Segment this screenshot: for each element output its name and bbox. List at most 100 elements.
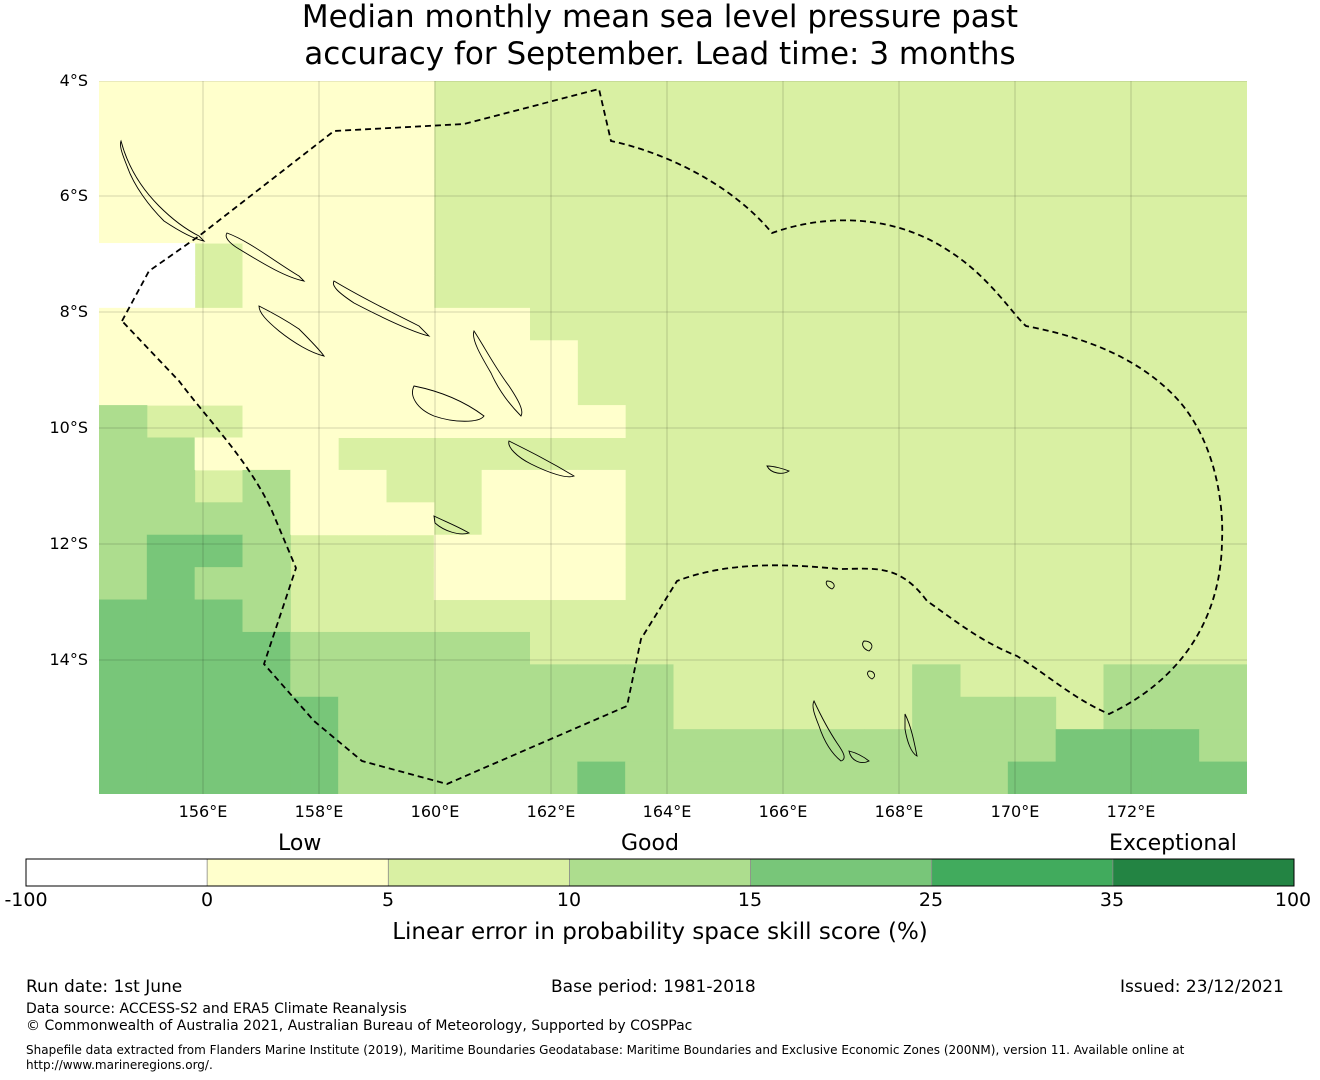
skill-grid-cell: [433, 567, 483, 601]
skill-grid-cell: [577, 664, 626, 698]
skill-grid-cell: [99, 405, 148, 438]
skill-grid-cell: [338, 761, 387, 794]
colorbar-segment: [207, 859, 389, 886]
skill-grid-cell: [1103, 761, 1152, 794]
efate-island: [848, 750, 870, 763]
skill-grid-cell: [1199, 729, 1247, 763]
skill-grid-cell: [481, 502, 530, 536]
skill-grid-cell: [242, 631, 291, 665]
skill-grid-cell: [146, 696, 196, 730]
skill-grid-cell: [912, 664, 961, 698]
skill-grid-cell: [529, 664, 578, 698]
shapefile-credit-line2: http://www.marineregions.org/.: [26, 1058, 213, 1072]
skill-grid-cell: [768, 729, 817, 763]
skill-grid-cell: [433, 761, 483, 794]
skill-grid-cell: [1151, 761, 1200, 794]
skill-grid-cell: [194, 307, 243, 341]
skill-grid-cell: [433, 307, 483, 341]
skill-grid-cell: [242, 210, 291, 244]
lat-label-12s: 12°S: [49, 534, 88, 553]
skill-grid-cell: [338, 631, 387, 665]
skill-grid-cell: [529, 534, 578, 568]
data-source: Data source: ACCESS-S2 and ERA5 Climate …: [26, 1001, 407, 1017]
skill-grid-cell: [290, 469, 339, 503]
espiritu-santo-island: [812, 700, 845, 762]
skill-grid-cell: [386, 340, 435, 374]
skill-grid-cell: [338, 210, 387, 244]
skill-grid-cell: [290, 437, 339, 471]
skill-grid-cell: [625, 729, 674, 763]
skill-grid-cell: [290, 405, 339, 438]
skill-grid-cell: [146, 210, 196, 244]
skill-grid-cell: [194, 534, 243, 568]
skill-grid-cell: [1151, 729, 1200, 763]
skill-grid-cell: [194, 761, 243, 794]
skill-grid-cell: [673, 761, 722, 794]
skill-grid-cell: [481, 631, 530, 665]
lon-label-164e: 164°E: [642, 802, 692, 821]
skill-grid-cell: [290, 145, 339, 179]
lat-label-8s: 8°S: [59, 302, 88, 321]
colorbar-segment: [388, 859, 570, 886]
skill-grid-cell: [290, 729, 339, 763]
colorbar-tick-15: 15: [737, 889, 763, 911]
skill-grid-cell: [816, 761, 865, 794]
skill-grid-cell: [1199, 696, 1247, 730]
skill-grid-cell: [481, 761, 530, 794]
colorbar: [25, 858, 1295, 887]
skill-grid-cell: [577, 502, 626, 536]
skill-grid-cell: [529, 567, 578, 601]
skill-grid-cell: [99, 729, 148, 763]
skill-grid-cell: [99, 210, 148, 244]
skill-grid-cell: [1199, 664, 1247, 698]
lon-label-170e: 170°E: [990, 802, 1040, 821]
skill-grid-cell: [433, 534, 483, 568]
lon-label-172e: 172°E: [1106, 802, 1156, 821]
skill-grid-cell: [529, 405, 578, 438]
skill-grid-cell: [1007, 761, 1057, 794]
skill-grid-cell: [146, 340, 196, 374]
skill-grid-cell: [146, 534, 196, 568]
skill-grid-cell: [242, 469, 291, 503]
skill-grid-cell: [194, 599, 243, 633]
skill-grid-cell: [577, 469, 626, 503]
category-label-exceptional: Exceptional: [1109, 831, 1237, 856]
lat-label-6s: 6°S: [59, 186, 88, 205]
skill-grid-cell: [433, 340, 483, 374]
skill-grid-cell: [194, 696, 243, 730]
skill-grid-cell: [433, 631, 483, 665]
skill-grid-cell: [577, 567, 626, 601]
skill-grid-cell: [99, 664, 148, 698]
lon-label-166e: 166°E: [758, 802, 808, 821]
skill-grid-cell: [529, 502, 578, 536]
skill-grid-cell: [338, 81, 387, 114]
rennell-island: [433, 515, 471, 535]
skill-grid-cell: [338, 696, 387, 730]
new-georgia-island: [258, 305, 326, 357]
skill-grid-cell: [99, 534, 148, 568]
colorbar-border: [25, 858, 1295, 887]
lon-label-156e: 156°E: [178, 802, 228, 821]
skill-grid-cell: [433, 696, 483, 730]
skill-grid-cell: [386, 405, 435, 438]
skill-grid-cell: [99, 437, 148, 471]
skill-grid-cell: [338, 729, 387, 763]
skill-grid-cell: [912, 761, 961, 794]
skill-grid-cell: [242, 275, 291, 309]
lon-label-160e: 160°E: [410, 802, 460, 821]
skill-score-map: [99, 81, 1247, 794]
skill-grid-cell: [338, 275, 387, 309]
colorbar-segment: [750, 859, 933, 886]
skill-grid-cell: [386, 113, 435, 147]
skill-grid-cell: [481, 534, 530, 568]
skill-grid-cell: [194, 437, 243, 471]
skill-grid-cell: [529, 340, 578, 374]
skill-grid-cell: [577, 534, 626, 568]
skill-grid-cell: [1103, 664, 1152, 698]
skill-grid-cell: [386, 729, 435, 763]
skill-grid-cell: [529, 729, 578, 763]
small-island-3: [867, 670, 876, 680]
skill-grid-cell: [720, 761, 770, 794]
skill-grid-cell: [194, 145, 243, 179]
skill-grid-cell: [242, 761, 291, 794]
